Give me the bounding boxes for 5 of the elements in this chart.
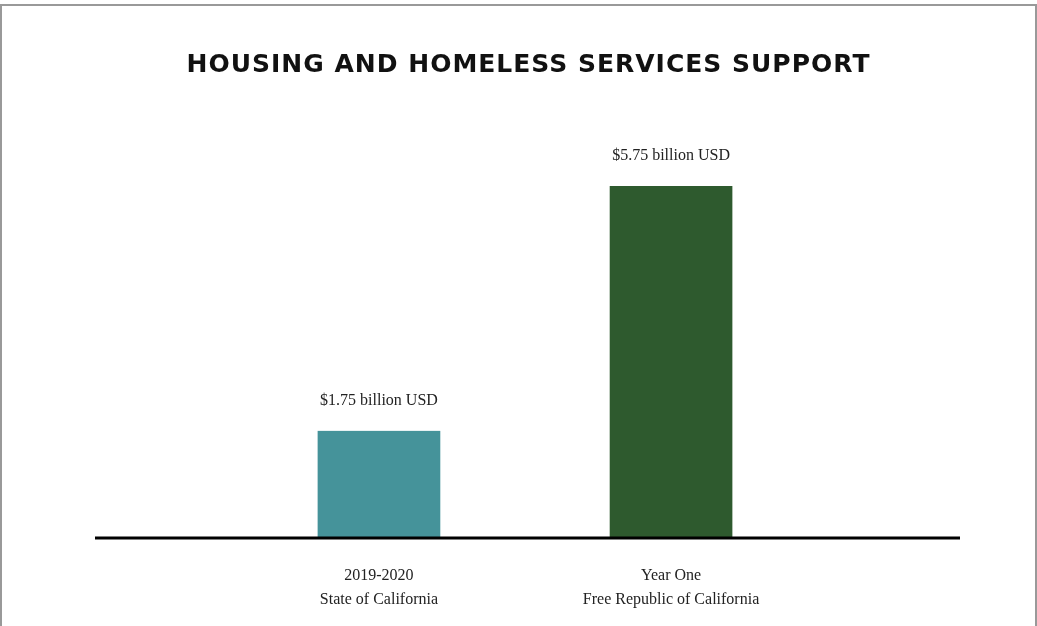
x-tick-label: 2019-2020 State of California [319, 566, 439, 607]
data-label: $1.75 billion USD [320, 390, 438, 408]
chart-title: HOUSING AND HOMELESS SERVICES SUPPORT [186, 49, 871, 78]
x-tick-label: Year One Free Republic of California [582, 566, 760, 608]
data-label: $5.75 billion USD [612, 146, 730, 163]
